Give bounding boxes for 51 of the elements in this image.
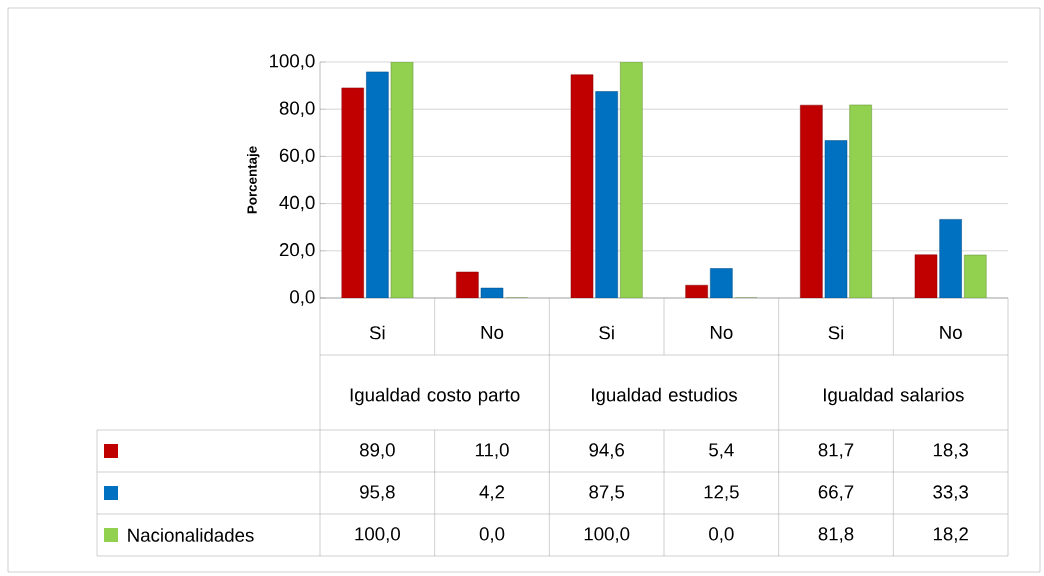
x-tick-label: Si (369, 325, 385, 340)
bar (964, 254, 987, 298)
y-tick-label: 0,0 (290, 290, 315, 306)
bar (390, 62, 414, 298)
y-tick-label: 40,0 (279, 195, 315, 212)
data-label: 12,5 (704, 485, 739, 501)
bar (595, 91, 618, 298)
y-tick-label: 80,0 (279, 101, 315, 117)
y-axis-title: Porcentaje (247, 146, 260, 214)
legend-label: Nacionalidades (128, 528, 254, 542)
bar (456, 271, 479, 298)
data-label: 100,0 (584, 527, 630, 543)
bar (620, 62, 643, 298)
bar (824, 140, 848, 298)
data-label: 18,3 (933, 443, 969, 459)
data-label: 0,0 (709, 527, 734, 543)
y-tick-label: 60,0 (279, 148, 315, 165)
data-label: 95,8 (360, 485, 395, 501)
bar (849, 104, 872, 298)
text: Igualdad estudios (592, 387, 737, 406)
text: Igualdad salarios (823, 387, 964, 406)
bar (914, 254, 938, 298)
data-label: 11,0 (475, 443, 509, 459)
y-tick-label: 20,0 (279, 243, 315, 259)
bar (939, 219, 962, 298)
x-tick-label: Si (828, 325, 844, 340)
bar (710, 268, 733, 298)
x-tick-label: Si (599, 325, 614, 340)
x-tick-label: No (710, 326, 733, 340)
bar (341, 87, 364, 298)
x-tick-label: No (940, 326, 962, 340)
data-label: 0,0 (479, 527, 505, 543)
data-label: 18,2 (933, 527, 968, 543)
y-tick-label: 100,0 (270, 54, 315, 70)
data-label: 87,5 (589, 485, 625, 501)
data-label: 100,0 (355, 527, 400, 543)
data-label: 94,6 (589, 443, 625, 459)
bar (480, 287, 504, 298)
data-label: 81,8 (818, 527, 854, 543)
bar (366, 71, 389, 298)
bar (800, 104, 823, 298)
data-label: 4,2 (479, 485, 505, 501)
x-tick-label: No (481, 326, 504, 340)
bar (570, 74, 594, 298)
text: Igualdad costo parto (350, 387, 520, 406)
data-label: 89,0 (359, 443, 395, 459)
data-label: 33,3 (933, 485, 969, 501)
bar (685, 284, 708, 298)
data-label: 5,4 (709, 443, 734, 459)
data-label: 81,7 (818, 443, 854, 459)
data-label: 66,7 (818, 485, 854, 501)
